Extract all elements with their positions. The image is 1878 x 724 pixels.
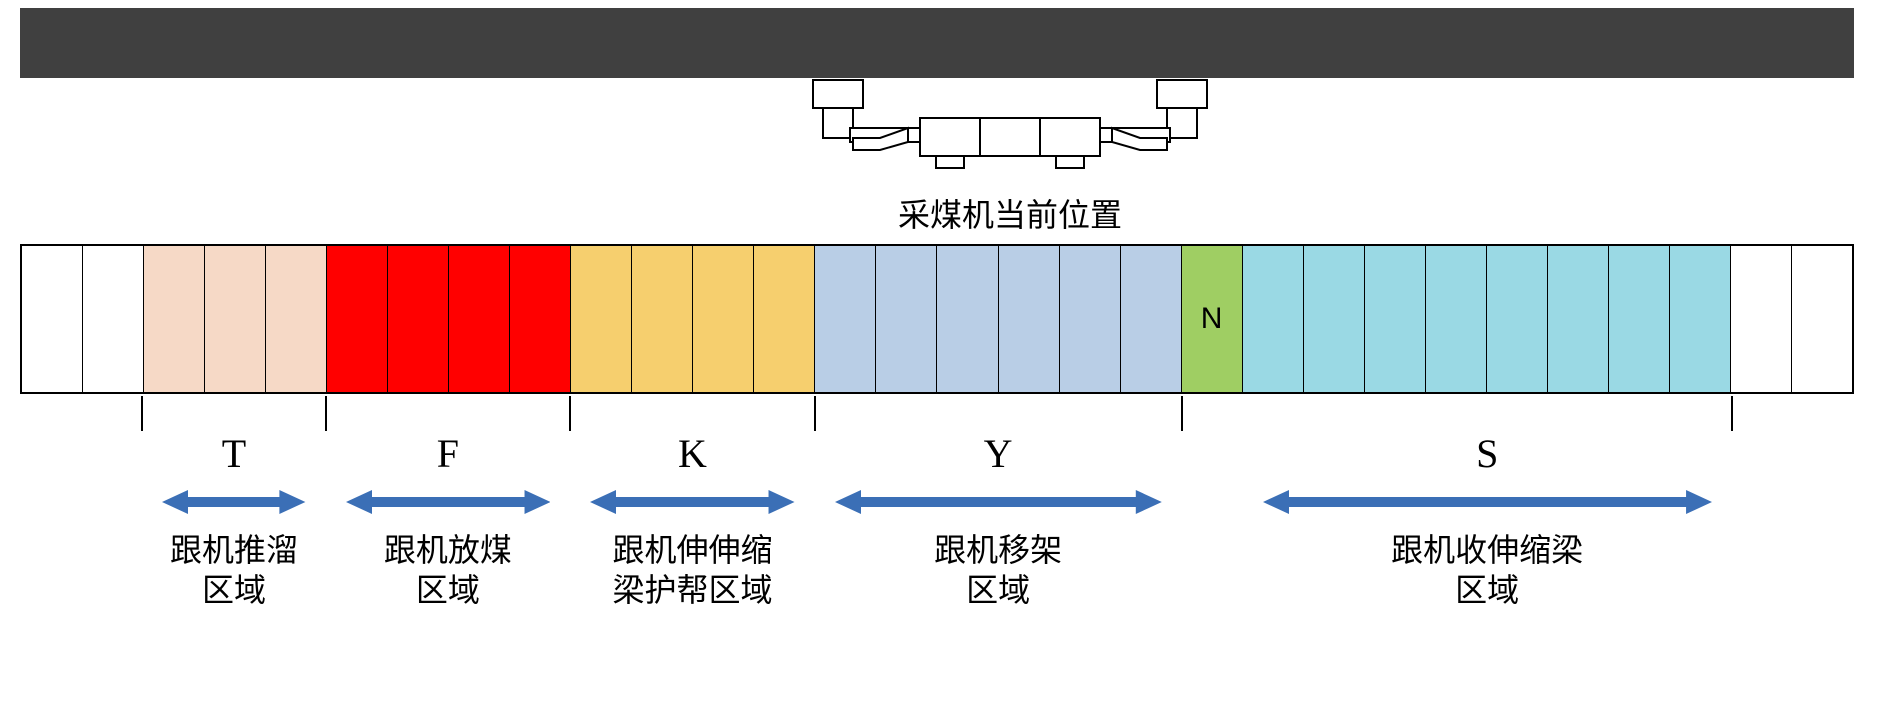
region-desc-line: 跟机收伸缩梁 — [1243, 530, 1732, 570]
support-cell — [1609, 246, 1670, 392]
region-desc-line: 跟机伸伸缩 — [570, 530, 815, 570]
support-cell — [327, 246, 388, 392]
region-desc-line: 梁护帮区域 — [570, 570, 815, 610]
region-desc-line: 跟机放煤 — [326, 530, 571, 570]
support-cell — [1121, 246, 1182, 392]
support-cell — [693, 246, 754, 392]
support-cell — [571, 246, 632, 392]
support-cell — [205, 246, 266, 392]
region-boundary-tick — [814, 396, 816, 431]
region-boundary-tick — [1181, 396, 1183, 431]
support-cell — [754, 246, 815, 392]
support-cell — [388, 246, 449, 392]
region-range-arrow — [162, 490, 305, 514]
region-letter-F: F — [408, 430, 488, 477]
region-desc-line: 跟机推溜 — [142, 530, 325, 570]
support-cell — [1304, 246, 1365, 392]
top-dark-bar — [20, 8, 1854, 78]
support-cell — [815, 246, 876, 392]
region-desc-T: 跟机推溜区域 — [142, 530, 325, 610]
region-desc-line: 区域 — [142, 570, 325, 610]
region-desc-S: 跟机收伸缩梁区域 — [1243, 530, 1732, 610]
region-letter-K: K — [652, 430, 732, 477]
support-cell — [876, 246, 937, 392]
region-desc-Y: 跟机移架区域 — [815, 530, 1182, 610]
region-range-arrow — [590, 490, 795, 514]
support-cell: N — [1182, 246, 1243, 392]
region-boundary-tick — [569, 396, 571, 431]
support-cell — [1243, 246, 1304, 392]
support-cell — [999, 246, 1060, 392]
support-cell — [510, 246, 571, 392]
region-desc-F: 跟机放煤区域 — [326, 530, 571, 610]
region-desc-line: 跟机移架 — [815, 530, 1182, 570]
support-cell — [144, 246, 205, 392]
region-desc-line: 区域 — [815, 570, 1182, 610]
region-letter-T: T — [194, 430, 274, 477]
region-letter-S: S — [1447, 430, 1527, 477]
machine-position-label: 采煤机当前位置 — [810, 190, 1210, 236]
support-cell — [937, 246, 998, 392]
region-desc-line: 区域 — [1243, 570, 1732, 610]
region-range-arrow — [835, 490, 1162, 514]
region-desc-line: 区域 — [326, 570, 571, 610]
support-cell — [1731, 246, 1792, 392]
support-cell — [1670, 246, 1731, 392]
cell-label: N — [1201, 302, 1223, 336]
region-boundary-tick — [325, 396, 327, 431]
support-cell — [1365, 246, 1426, 392]
support-cell — [1060, 246, 1121, 392]
region-boundary-tick — [141, 396, 143, 431]
region-letter-Y: Y — [958, 430, 1038, 477]
support-cell — [1426, 246, 1487, 392]
support-cell — [632, 246, 693, 392]
support-cells-row: N — [20, 244, 1854, 394]
support-cell — [1487, 246, 1548, 392]
diagram-canvas: 采煤机当前位置NT 跟机推溜区域F 跟机放煤区域K 跟机伸伸缩梁护帮区域Y 跟机… — [0, 0, 1878, 724]
support-cell — [22, 246, 83, 392]
region-range-arrow — [346, 490, 551, 514]
region-desc-K: 跟机伸伸缩梁护帮区域 — [570, 530, 815, 610]
support-cell — [449, 246, 510, 392]
support-cell — [1792, 246, 1852, 392]
support-cell — [83, 246, 144, 392]
region-range-arrow — [1263, 490, 1712, 514]
support-cell — [1548, 246, 1609, 392]
region-boundary-tick — [1731, 396, 1733, 431]
support-cell — [266, 246, 327, 392]
shearer-machine-icon — [810, 78, 1210, 173]
